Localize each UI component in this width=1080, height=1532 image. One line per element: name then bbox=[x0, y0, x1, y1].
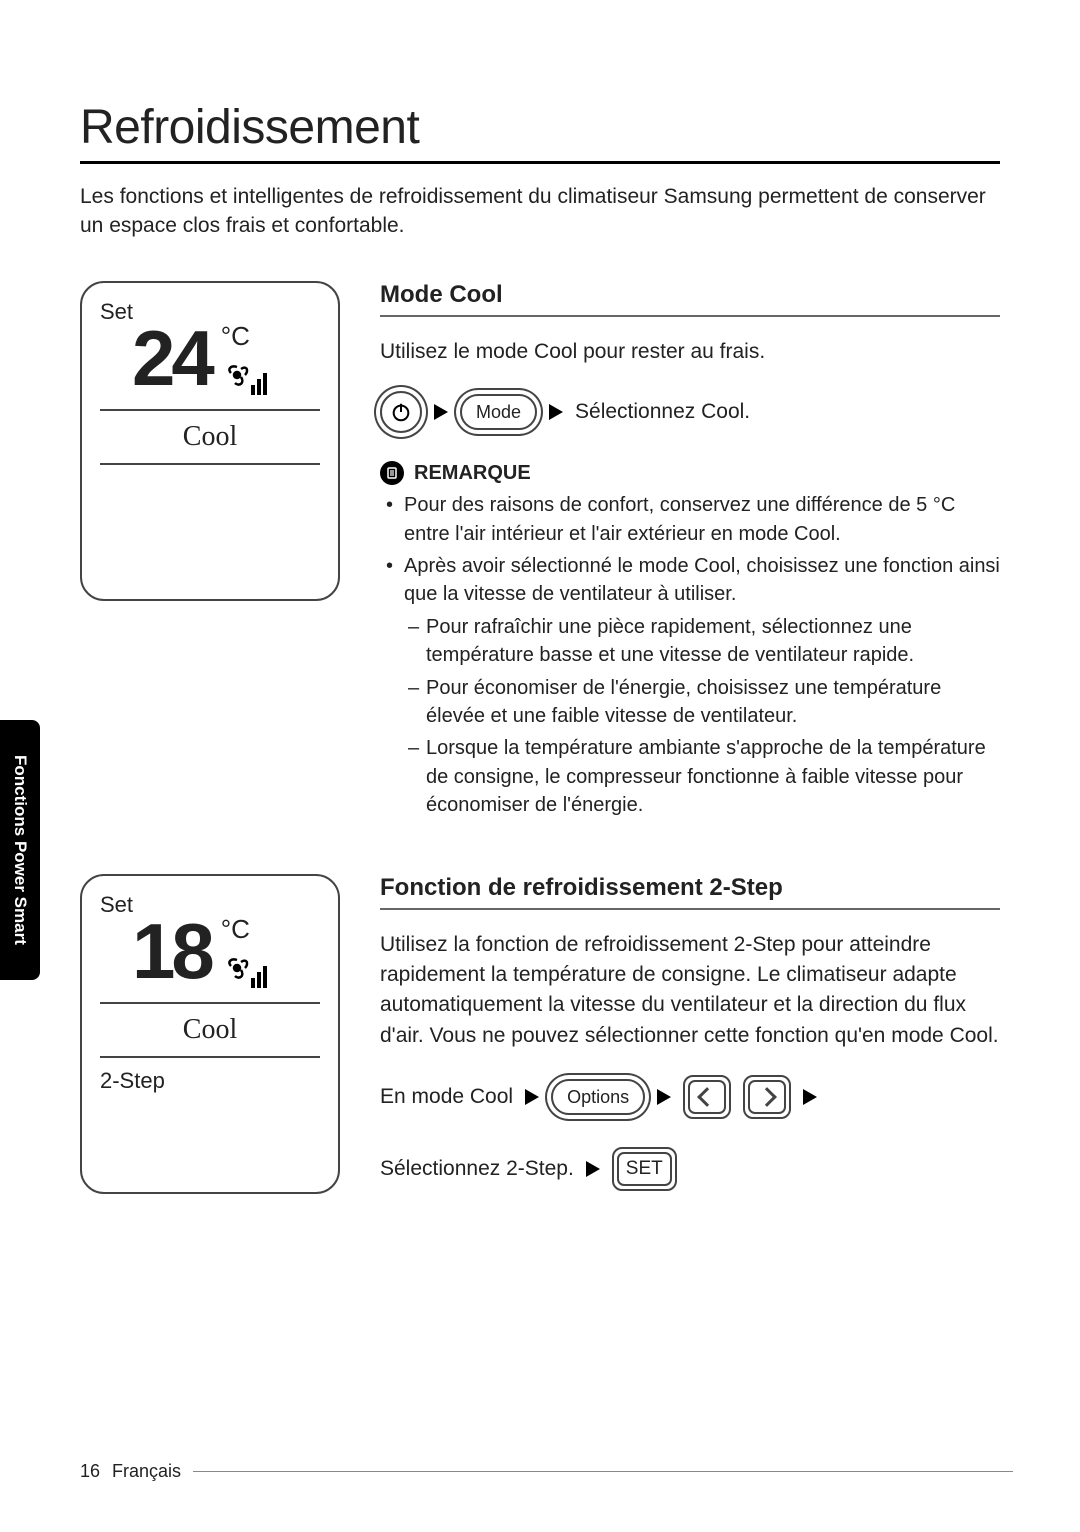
display-unit: °C bbox=[221, 916, 250, 942]
section-desc-cool: Utilisez le mode Cool pour rester au fra… bbox=[380, 337, 1000, 367]
select-cool-text: Sélectionnez Cool. bbox=[575, 400, 750, 424]
display-temp: 18 bbox=[132, 916, 211, 986]
display-mode: Cool bbox=[100, 421, 320, 453]
set-button[interactable]: SET bbox=[612, 1147, 677, 1191]
footer-line bbox=[193, 1471, 1013, 1472]
section-heading-2step: Fonction de refroidissement 2-Step bbox=[380, 874, 1000, 910]
bullet-text: Après avoir sélectionné le mode Cool, ch… bbox=[404, 555, 1000, 605]
sub-bullet-item: Pour rafraîchir une pièce rapidement, sé… bbox=[426, 613, 1000, 670]
display-cool: Set 24 °C bbox=[80, 281, 340, 601]
page-number: 16 bbox=[80, 1461, 100, 1482]
display-temp: 24 bbox=[132, 323, 211, 393]
display-unit: °C bbox=[221, 323, 250, 349]
fan-signal-icon bbox=[221, 948, 267, 992]
bullet-item: Après avoir sélectionné le mode Cool, ch… bbox=[404, 552, 1000, 820]
instruction-row-2step-1: En mode Cool Options bbox=[380, 1075, 1000, 1119]
section-desc-2step: Utilisez la fonction de refroidissement … bbox=[380, 930, 1000, 1052]
display-2step-label: 2-Step bbox=[100, 1068, 320, 1094]
arrow-icon bbox=[586, 1161, 600, 1177]
note-label: REMARQUE bbox=[414, 462, 531, 485]
arrow-icon bbox=[803, 1089, 817, 1105]
display-2step: Set 18 °C bbox=[80, 874, 340, 1194]
note-icon bbox=[380, 461, 404, 485]
chevron-left-icon bbox=[697, 1087, 717, 1107]
fan-signal-icon bbox=[221, 355, 267, 399]
page-lang: Français bbox=[112, 1461, 181, 1482]
arrow-icon bbox=[525, 1089, 539, 1105]
mode-button[interactable]: Mode bbox=[460, 394, 537, 430]
bullet-item: Pour des raisons de confort, conservez u… bbox=[404, 491, 1000, 548]
power-button[interactable] bbox=[380, 391, 422, 433]
in-cool-text: En mode Cool bbox=[380, 1085, 513, 1109]
page-footer: 16 Français bbox=[80, 1461, 1013, 1482]
next-button[interactable] bbox=[743, 1075, 791, 1119]
intro-text: Les fonctions et intelligentes de refroi… bbox=[80, 182, 1000, 241]
display-set-label: Set bbox=[100, 299, 133, 325]
note-bullets: Pour des raisons de confort, conservez u… bbox=[380, 491, 1000, 819]
display-set-label: Set bbox=[100, 892, 133, 918]
power-icon bbox=[390, 401, 412, 423]
side-tab: Fonctions Power Smart bbox=[0, 720, 40, 980]
arrow-icon bbox=[549, 404, 563, 420]
sub-bullet-item: Lorsque la température ambiante s'approc… bbox=[426, 734, 1000, 819]
chevron-right-icon bbox=[757, 1087, 777, 1107]
prev-button[interactable] bbox=[683, 1075, 731, 1119]
arrow-icon bbox=[657, 1089, 671, 1105]
note-heading: REMARQUE bbox=[380, 461, 1000, 485]
display-mode: Cool bbox=[100, 1014, 320, 1046]
instruction-row-cool: Mode Sélectionnez Cool. bbox=[380, 391, 1000, 433]
arrow-icon bbox=[434, 404, 448, 420]
options-button[interactable]: Options bbox=[551, 1079, 645, 1115]
instruction-row-2step-2: Sélectionnez 2-Step. SET bbox=[380, 1147, 1000, 1191]
select-2step-text: Sélectionnez 2-Step. bbox=[380, 1157, 574, 1181]
section-heading-cool: Mode Cool bbox=[380, 281, 1000, 317]
page-title: Refroidissement bbox=[80, 100, 1000, 164]
sub-bullet-item: Pour économiser de l'énergie, choisissez… bbox=[426, 674, 1000, 731]
